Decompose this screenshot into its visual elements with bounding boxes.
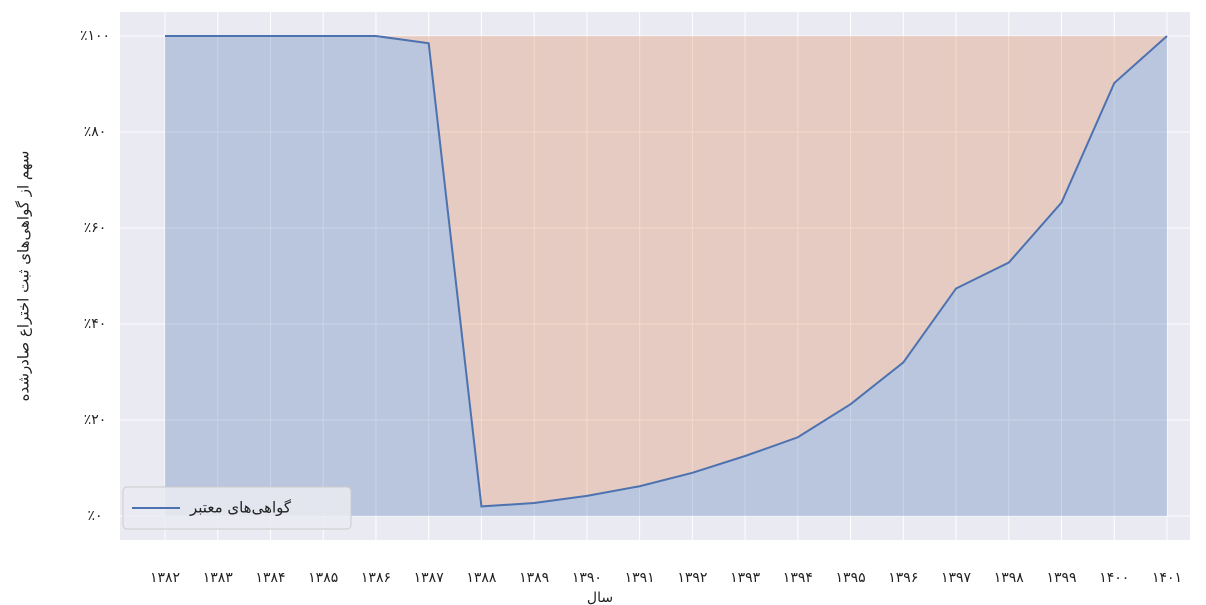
y-tick-label: ٪۰ (87, 508, 102, 524)
x-tick-label: ۱۳۸۹ (519, 570, 549, 586)
plot-background (120, 12, 1190, 540)
x-tick-label: ۱۳۹۸ (994, 570, 1025, 586)
x-tick-label: ۱۳۹۹ (1046, 570, 1076, 586)
x-tick-label: ۱۳۸۴ (255, 570, 285, 586)
x-tick-label: ۱۴۰۱ (1152, 570, 1182, 586)
y-axis-label: سهم از گواهی‌های ثبت اختراع صادرشده (15, 151, 33, 402)
x-tick-label: ۱۳۹۲ (677, 570, 707, 586)
x-tick-label: ۱۴۰۰ (1099, 570, 1129, 586)
line (165, 35, 1168, 508)
legend-box (122, 486, 352, 530)
x-tick-label: ۱۳۸۲ (150, 570, 180, 586)
complement-area (165, 36, 1167, 507)
x-tick-label: ۱۳۹۴ (783, 570, 813, 586)
x-tick-label: ۱۳۸۷ (414, 570, 445, 586)
x-tick-label: ۱۳۹۳ (730, 570, 761, 586)
x-tick-label: ۱۳۹۷ (941, 570, 972, 586)
area (165, 36, 1167, 516)
x-tick-label: ۱۳۸۵ (308, 570, 338, 586)
x-tick-label: ۱۳۹۶ (888, 570, 918, 586)
x-tick-label: ۱۳۹۱ (625, 570, 655, 586)
x-tick-label: ۱۳۸۸ (466, 570, 497, 586)
y-tick-label: ٪۴۰ (84, 316, 107, 332)
x-tick-label: ۱۳۹۰ (572, 570, 602, 586)
x-axis-label: سال (587, 590, 613, 605)
x-tick-label: ۱۳۸۳ (203, 570, 234, 586)
y-tick-label: ٪۶۰ (84, 220, 107, 236)
x-tick-label: ۱۳۸۶ (361, 570, 391, 586)
legend-label: گواهی‌های معتبر (189, 499, 292, 517)
y-tick-label: ٪۱۰۰ (80, 28, 110, 44)
x-tick-label: ۱۳۹۵ (836, 570, 866, 586)
y-tick-label: ٪۸۰ (84, 124, 107, 140)
y-tick-label: ٪۲۰ (84, 412, 107, 428)
